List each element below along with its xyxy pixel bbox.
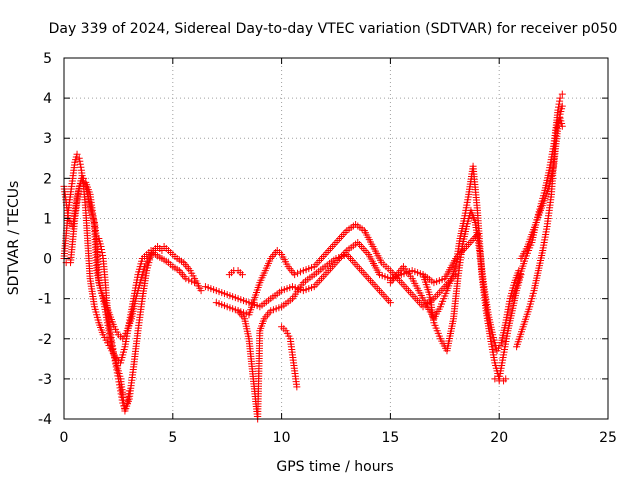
data-point	[110, 351, 118, 359]
y-tick-label: -2	[38, 332, 52, 348]
data-point	[556, 97, 564, 105]
data-point	[554, 119, 562, 127]
data-point	[112, 363, 120, 371]
data-point	[114, 372, 122, 380]
series-track-o	[517, 102, 566, 263]
series-track-n	[513, 90, 566, 351]
data-point	[80, 174, 88, 182]
data-point	[296, 268, 304, 276]
y-tick-label: 5	[43, 51, 52, 67]
data-point	[75, 154, 83, 162]
data-point	[112, 360, 120, 368]
data-point	[113, 369, 121, 377]
series-track-c	[62, 174, 166, 343]
data-point	[98, 249, 106, 257]
data-point	[77, 163, 85, 171]
data-point	[125, 387, 133, 395]
y-tick-label: -4	[38, 412, 52, 428]
x-tick-label: 10	[273, 430, 291, 446]
y-tick-label: -3	[38, 372, 52, 388]
data-point	[554, 106, 562, 114]
data-point	[76, 157, 84, 165]
data-point	[191, 279, 199, 287]
y-tick-label: -1	[38, 292, 52, 308]
data-point	[185, 276, 193, 284]
gridlines	[64, 58, 608, 419]
x-tick-label: 0	[60, 430, 69, 446]
data-point	[554, 103, 562, 111]
data-point	[117, 387, 125, 395]
axes-ticks: 0 5 10 15 20 25 -4 -3 -2 -1 0 1 2 3 4 5	[38, 51, 617, 446]
data-point	[197, 287, 205, 295]
y-tick-label: 2	[43, 171, 52, 187]
series-track-g	[234, 251, 394, 423]
data-point	[115, 378, 123, 386]
data-point	[97, 243, 105, 251]
data-point	[558, 90, 566, 98]
data-markers	[60, 90, 566, 423]
data-point	[554, 122, 562, 130]
data-point	[124, 393, 132, 401]
y-tick-label: 3	[43, 131, 52, 147]
data-point	[555, 116, 563, 124]
data-point	[109, 345, 117, 353]
series-track-l	[491, 375, 510, 385]
data-point	[114, 375, 122, 383]
series-track-k	[419, 206, 523, 355]
data-point	[124, 396, 132, 404]
data-point	[291, 271, 299, 279]
data-point	[182, 275, 190, 283]
series-track-f	[212, 220, 460, 319]
data-point	[108, 342, 116, 350]
data-point	[117, 390, 125, 398]
data-point	[556, 94, 564, 102]
data-point	[558, 102, 566, 110]
data-point	[118, 393, 126, 401]
data-point	[111, 357, 119, 365]
x-tick-label: 5	[168, 430, 177, 446]
data-point	[113, 366, 121, 374]
data-point	[110, 348, 118, 356]
series-track-a	[60, 174, 205, 415]
data-point	[125, 390, 133, 398]
data-point	[122, 402, 130, 410]
chart-title: Day 339 of 2024, Sidereal Day-to-day VTE…	[49, 21, 618, 37]
x-tick-label: 15	[381, 430, 399, 446]
data-point	[98, 246, 106, 254]
data-point	[238, 271, 246, 279]
x-tick-label: 25	[599, 430, 617, 446]
data-point	[123, 399, 131, 407]
series-track-i	[225, 267, 246, 279]
data-point	[76, 160, 84, 168]
plot-frame	[63, 57, 609, 420]
data-point	[116, 384, 124, 392]
data-point	[294, 269, 302, 277]
data-point	[115, 381, 123, 389]
data-point	[293, 383, 301, 391]
y-tick-label: 1	[43, 211, 52, 227]
data-point	[111, 354, 119, 362]
data-point	[158, 247, 166, 255]
data-point	[491, 375, 499, 383]
data-point	[121, 405, 129, 413]
data-point	[386, 299, 394, 307]
data-point	[556, 113, 564, 121]
series-track-d	[95, 235, 133, 413]
y-tick-label: 0	[43, 252, 52, 268]
y-axis-label: SDTVAR / TECUs	[6, 181, 22, 296]
data-point	[73, 150, 81, 158]
x-tick-label: 20	[490, 430, 508, 446]
data-point	[99, 252, 107, 260]
y-tick-label: 4	[43, 91, 52, 107]
data-point	[502, 375, 510, 383]
data-point	[108, 339, 116, 347]
x-axis-label: GPS time / hours	[276, 459, 393, 475]
series-track-e	[201, 230, 481, 311]
data-point	[188, 277, 196, 285]
series-track-h	[278, 323, 301, 391]
series-track-j	[386, 162, 525, 383]
